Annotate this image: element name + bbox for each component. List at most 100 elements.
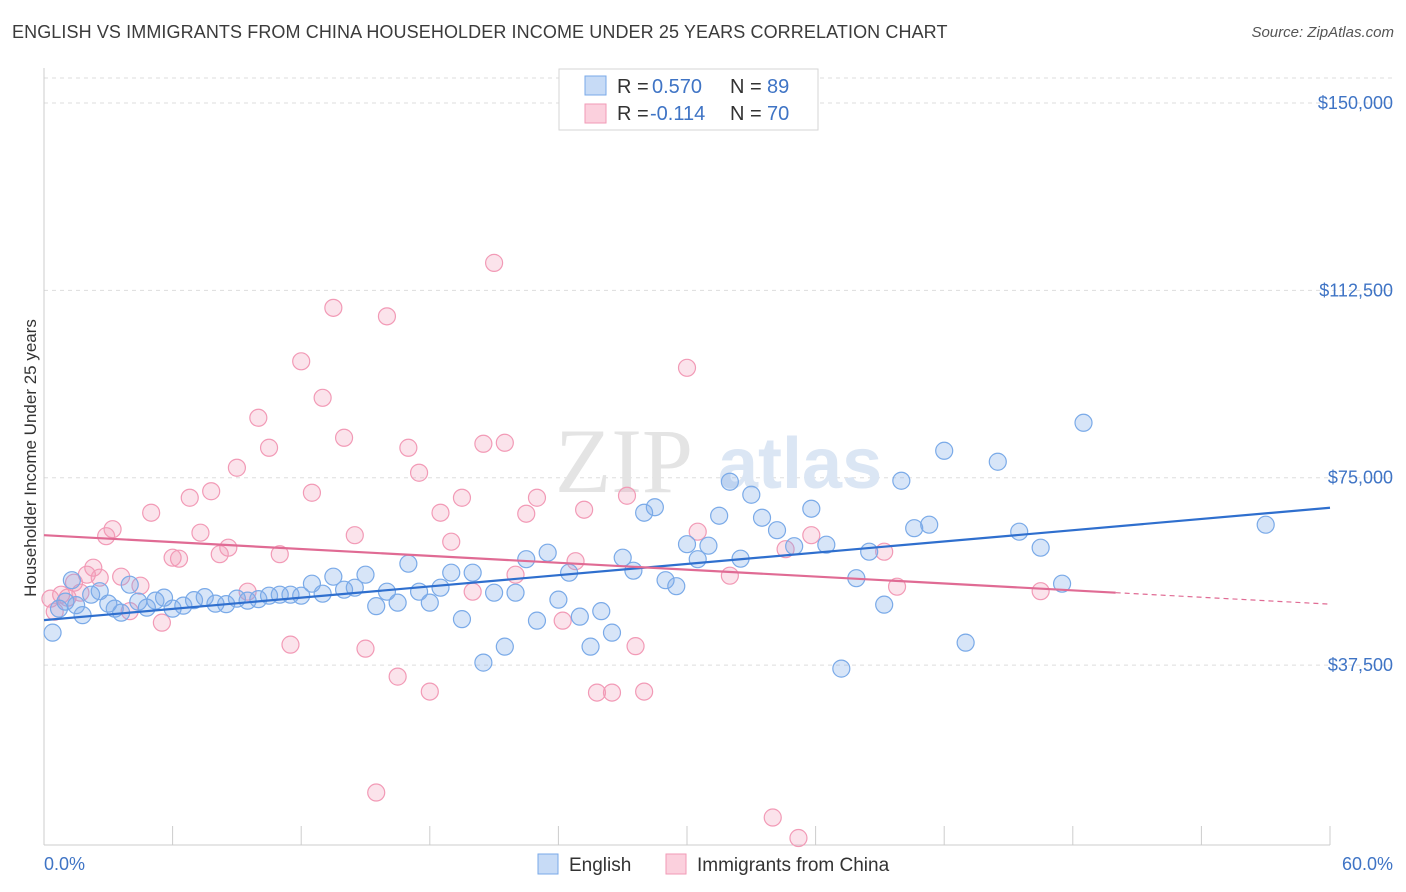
english-point-2 <box>56 592 75 611</box>
english-point-0 <box>43 623 62 642</box>
english-point-64 <box>677 535 697 554</box>
english-point-51 <box>538 543 557 562</box>
china-point-50 <box>517 504 536 523</box>
china-point-65 <box>789 828 808 848</box>
china-point-16 <box>163 548 182 567</box>
china-point-54 <box>575 500 594 519</box>
china-r-value: -0.114 <box>650 103 705 125</box>
english-point-46 <box>485 583 504 602</box>
english-point-59 <box>624 561 643 580</box>
china-swatch <box>584 103 607 124</box>
china-point-37 <box>377 307 397 326</box>
english-point-71 <box>752 508 772 527</box>
english-point-34 <box>356 565 375 584</box>
english-n-label: N = <box>730 76 762 98</box>
china-point-29 <box>292 352 311 371</box>
china-point-43 <box>442 532 461 551</box>
china-point-32 <box>324 298 343 317</box>
stats-legend: R = 0.570 N = 89 R = -0.114 N = 70 <box>558 68 819 131</box>
english-point-40 <box>420 593 439 612</box>
english-point-76 <box>832 659 851 678</box>
china-point-33 <box>334 428 354 447</box>
english-point-80 <box>892 471 911 490</box>
china-point-27 <box>270 545 289 564</box>
china-n-label: N = <box>730 103 762 125</box>
english-point-56 <box>592 602 611 621</box>
y-tick-label-0: $37,500 <box>1328 655 1393 675</box>
english-point-4 <box>67 596 86 615</box>
english-point-52 <box>549 590 568 609</box>
english-point-55 <box>581 637 600 656</box>
legend-china-label: Immigrants from China <box>697 855 890 876</box>
china-point-45 <box>463 582 482 601</box>
english-point-74 <box>802 499 821 518</box>
china-point-35 <box>356 639 375 658</box>
china-point-40 <box>409 463 429 482</box>
china-point-63 <box>763 808 782 827</box>
english-point-30 <box>313 584 332 603</box>
china-point-55 <box>587 683 607 702</box>
english-point-78 <box>860 542 879 561</box>
watermark-atlas: atlas <box>718 424 882 504</box>
watermark: ZIP atlas <box>555 410 882 512</box>
english-point-48 <box>506 583 525 602</box>
china-point-41 <box>420 682 439 701</box>
china-point-7 <box>84 558 103 577</box>
english-point-89 <box>1074 413 1093 432</box>
english-point-66 <box>699 536 718 555</box>
english-n-value: 89 <box>767 76 789 98</box>
english-point-82 <box>920 515 939 534</box>
english-point-49 <box>517 550 536 569</box>
english-point-86 <box>1010 522 1029 541</box>
china-point-39 <box>399 438 418 457</box>
china-point-44 <box>452 488 472 507</box>
china-point-17 <box>169 549 189 568</box>
legend-english-swatch <box>537 853 559 875</box>
english-point-17 <box>174 596 193 615</box>
china-point-60 <box>677 358 697 377</box>
english-point-42 <box>442 563 461 582</box>
english-swatch <box>584 75 607 96</box>
china-point-15 <box>152 613 171 632</box>
legend-english-label: English <box>569 855 631 876</box>
china-point-19 <box>191 523 210 542</box>
english-point-84 <box>956 633 975 652</box>
english-r-value: 0.570 <box>652 76 702 98</box>
english-point-81 <box>905 519 924 538</box>
y-tick-label-2: $112,500 <box>1319 280 1393 300</box>
english-point-24 <box>249 590 268 609</box>
english-point-41 <box>431 578 450 597</box>
china-point-38 <box>388 667 407 686</box>
series-legend: English Immigrants from China <box>537 853 890 876</box>
english-point-7 <box>90 582 109 601</box>
chart-title: ENGLISH VS IMMIGRANTS FROM CHINA HOUSEHO… <box>12 22 948 42</box>
english-point-60 <box>635 503 654 522</box>
china-point-52 <box>553 611 572 630</box>
english-point-3 <box>62 571 81 590</box>
china-point-62 <box>720 566 739 585</box>
english-point-72 <box>767 521 787 540</box>
china-point-66 <box>802 526 821 545</box>
china-point-25 <box>249 408 268 427</box>
x-tick-label-end: 60.0% <box>1342 854 1393 874</box>
english-point-62 <box>656 571 675 590</box>
china-point-36 <box>367 783 386 802</box>
english-point-75 <box>817 535 836 554</box>
china-trend-line <box>43 534 1116 594</box>
english-point-37 <box>388 593 407 612</box>
china-r-label: R = <box>617 103 649 125</box>
english-point-54 <box>570 607 589 626</box>
english-point-79 <box>875 595 894 614</box>
x-tick-label-start: 0.0% <box>44 854 85 874</box>
china-point-34 <box>345 526 364 545</box>
china-point-4 <box>64 573 84 592</box>
china-point-53 <box>566 552 585 571</box>
china-point-46 <box>474 434 493 453</box>
china-point-48 <box>495 433 514 452</box>
watermark-zip: ZIP <box>555 410 693 512</box>
china-point-68 <box>887 577 907 596</box>
china-point-56 <box>602 683 622 702</box>
china-n-value: 70 <box>767 103 789 125</box>
english-r-label: R = <box>617 76 649 98</box>
